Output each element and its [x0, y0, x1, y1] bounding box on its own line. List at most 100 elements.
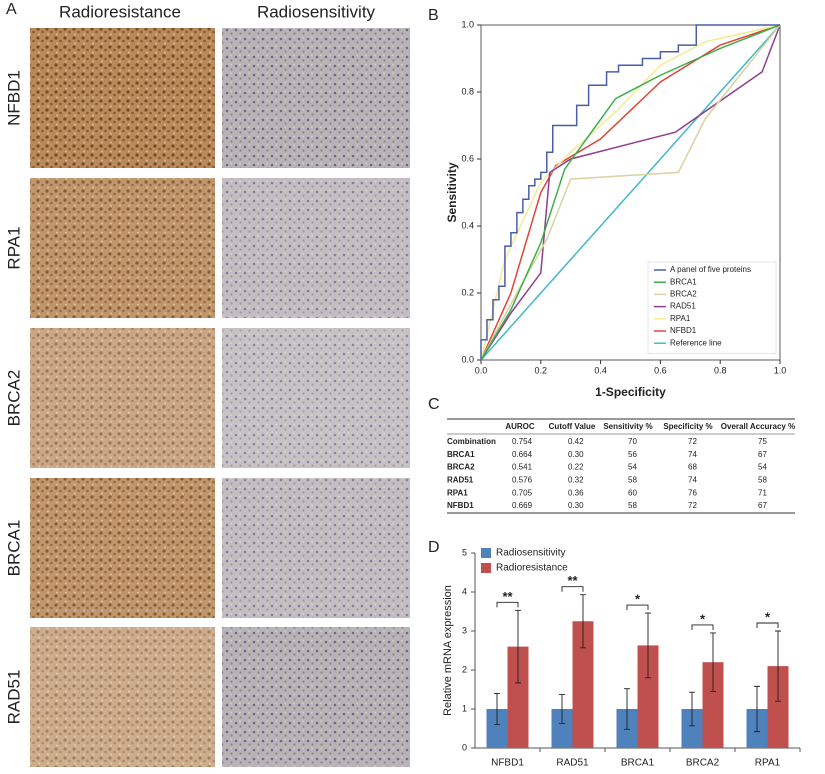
micrograph — [222, 627, 410, 767]
row-label: RAD51 — [4, 670, 23, 725]
error-bar — [559, 694, 565, 724]
legend-label: Reference line — [670, 338, 722, 347]
row-label: BRCA2 — [4, 370, 23, 427]
legend-label: Radiosensitivity — [496, 548, 565, 559]
table-cell: 75 — [758, 437, 767, 446]
x-tick-label: 0.4 — [594, 365, 607, 375]
roc-curve — [480, 24, 781, 361]
x-tick-label: 0.8 — [714, 365, 727, 375]
error-bar — [580, 594, 586, 649]
y-tick-label: 3 — [462, 625, 467, 635]
y-axis-title: Sensitivity — [445, 162, 459, 222]
table-cell: 72 — [688, 501, 697, 510]
error-bar — [515, 609, 521, 684]
table-header: AUROC — [505, 422, 535, 431]
legend-label: RPA1 — [670, 314, 691, 323]
table-cell: 67 — [758, 501, 767, 510]
x-tick-label: RPA1 — [755, 758, 781, 769]
roc-curve — [480, 24, 781, 361]
x-tick-label: BRCA1 — [621, 758, 655, 769]
table-cell: 56 — [628, 450, 637, 459]
legend-swatch — [481, 548, 491, 558]
error-bar — [754, 685, 760, 733]
error-bar — [494, 692, 500, 726]
table-cell: 0.576 — [512, 476, 533, 485]
y-tick-label: 0.8 — [461, 86, 474, 96]
y-tick-label: 4 — [462, 586, 467, 596]
bar — [507, 646, 529, 748]
x-tick-label: 0.2 — [535, 365, 548, 375]
x-tick-label: 0.6 — [654, 365, 667, 375]
bar — [767, 666, 789, 748]
table-cell: 70 — [628, 437, 637, 446]
micrograph — [30, 627, 215, 767]
panel-label: B — [428, 7, 439, 24]
significance-label: ** — [567, 573, 578, 588]
table-row-label: Combination — [447, 437, 496, 446]
table-cell: 72 — [688, 437, 697, 446]
x-tick-label: RAD51 — [556, 758, 589, 769]
table-cell: 0.754 — [512, 437, 533, 446]
significance-bracket — [626, 604, 649, 611]
x-tick-label: BRCA2 — [686, 758, 720, 769]
table-header: Specificity % — [663, 422, 712, 431]
table-cell: 0.541 — [512, 463, 533, 472]
micrograph — [30, 28, 215, 168]
micrograph — [222, 28, 410, 168]
table-cell: 74 — [688, 476, 697, 485]
micrograph — [222, 178, 410, 318]
significance-bracket — [756, 622, 779, 628]
table-cell: 0.30 — [568, 450, 584, 459]
row-label: RPA1 — [4, 226, 23, 269]
table-cell: 0.42 — [568, 437, 584, 446]
significance-label: * — [700, 611, 706, 626]
roc-curve — [480, 24, 781, 361]
y-tick-label: 1 — [462, 703, 467, 713]
table-cell: 0.664 — [512, 450, 533, 459]
significance-bracket — [561, 586, 584, 592]
panel-label: D — [428, 539, 440, 556]
roc-curve — [480, 24, 780, 360]
y-tick-label: 1.0 — [461, 19, 474, 29]
plot-frame — [480, 24, 781, 361]
micrographs — [30, 28, 410, 767]
table-cell: 0.22 — [568, 463, 584, 472]
micrograph — [30, 178, 215, 318]
table-cell: 60 — [628, 488, 637, 497]
error-bar — [645, 612, 651, 679]
table-cell: 0.705 — [512, 488, 533, 497]
column-header: Radioresistance — [59, 2, 181, 21]
significance-label: ** — [502, 589, 513, 604]
y-tick-label: 0.4 — [461, 220, 474, 230]
y-tick-label: 0.6 — [461, 153, 474, 163]
table-cell: 54 — [758, 463, 767, 472]
legend-label: NFBD1 — [670, 326, 697, 335]
table-cell: 0.669 — [512, 501, 533, 510]
table-row-label: NFBD1 — [447, 501, 474, 510]
significance-label: * — [765, 609, 771, 624]
error-bar — [775, 630, 781, 702]
row-label: NFBD1 — [4, 70, 23, 126]
roc-curve — [480, 24, 781, 361]
bar — [486, 709, 508, 748]
table-cell: 68 — [688, 463, 697, 472]
micrograph — [222, 328, 410, 468]
micrograph — [30, 328, 215, 468]
table-header: Cutoff Value — [549, 422, 596, 431]
table-cell: 67 — [758, 450, 767, 459]
legend-label: A panel of five proteins — [670, 265, 751, 274]
panel-label: A — [6, 1, 17, 18]
table-cell: 76 — [688, 488, 697, 497]
x-tick-label: 0.0 — [475, 365, 488, 375]
roc-curve — [480, 24, 781, 361]
table-cell: 0.36 — [568, 488, 584, 497]
table-cell: 0.30 — [568, 501, 584, 510]
micrograph — [222, 478, 410, 618]
error-bar — [710, 632, 716, 692]
bar — [551, 709, 573, 748]
table-header: Sensitivity % — [603, 422, 652, 431]
panel-label: C — [428, 396, 440, 413]
table-cell: 0.32 — [568, 476, 584, 485]
bar — [702, 662, 724, 748]
